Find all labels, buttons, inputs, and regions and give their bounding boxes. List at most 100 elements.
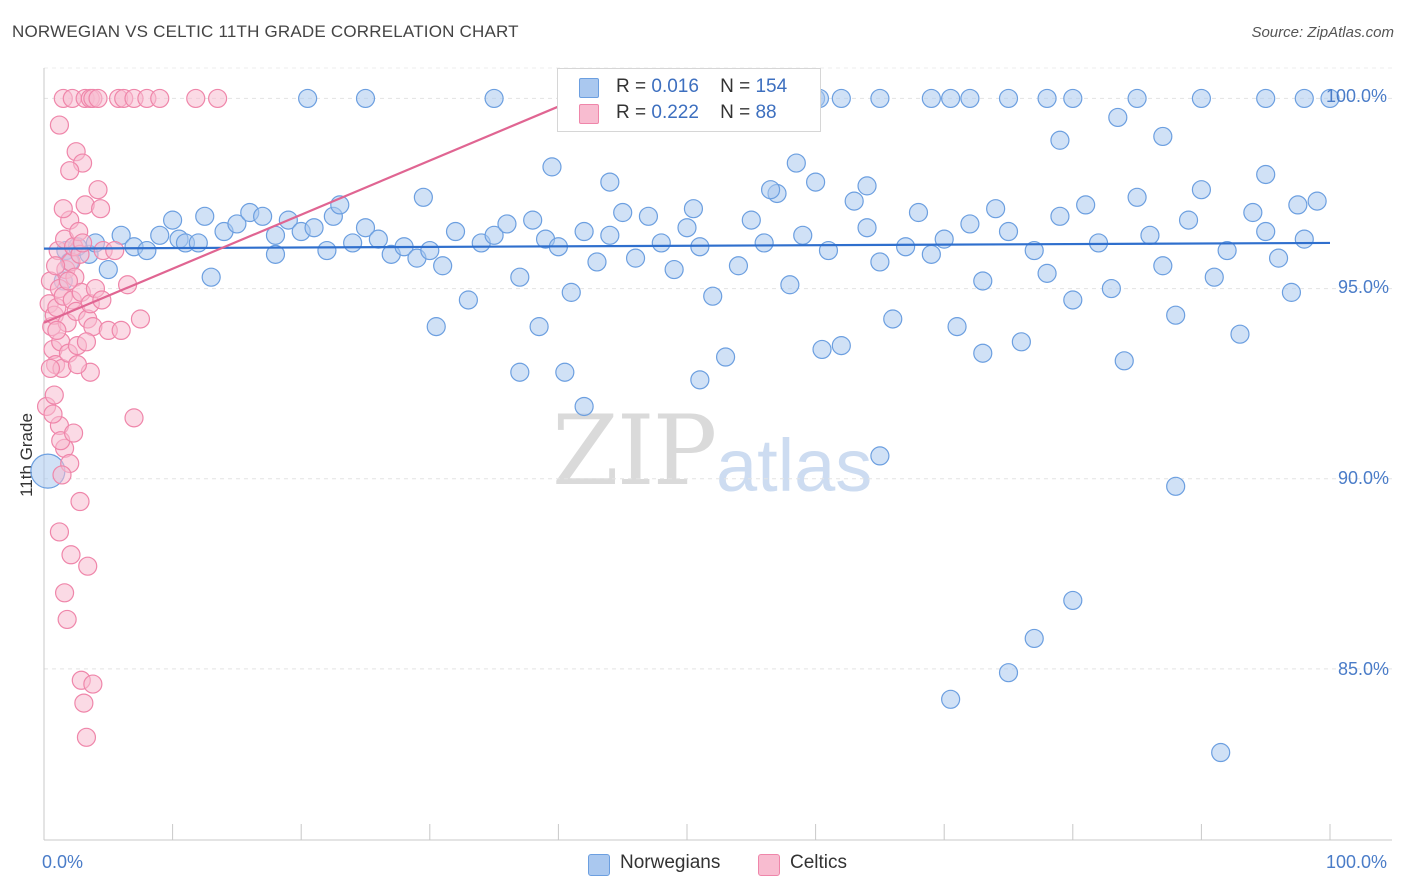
norwegians-point-15	[195, 206, 215, 226]
norwegians-point-68	[857, 218, 877, 238]
norwegians-point-133	[1050, 130, 1070, 150]
norwegians-point-71	[896, 237, 916, 257]
trend-layer	[43, 97, 1331, 324]
norwegians-point-150	[998, 663, 1019, 683]
norwegians-point-114	[941, 88, 961, 109]
celtics-point-72	[83, 674, 103, 694]
norwegians-point-70	[883, 309, 903, 329]
series-legend: Norwegians Celtics	[0, 852, 1406, 876]
norwegians-point-121	[1256, 88, 1276, 109]
norwegians-point-148	[1063, 590, 1083, 611]
celtics-point-68	[78, 556, 98, 576]
chart-title: NORWEGIAN VS CELTIC 11TH GRADE CORRELATI…	[12, 22, 519, 41]
norwegians-point-91	[1153, 256, 1173, 276]
norwegians-point-102	[1294, 229, 1314, 249]
norwegians-point-123	[1320, 88, 1340, 109]
celtics-point-78	[47, 320, 67, 341]
norwegians-point-66	[831, 336, 851, 356]
norwegians-point-90	[1140, 225, 1160, 245]
celtics-point-55	[49, 115, 70, 135]
norwegians-point-35	[433, 256, 453, 276]
norwegians-n-value: 154	[755, 76, 788, 97]
points-layer	[30, 88, 1340, 763]
y-tick-label-90: 90.0%	[1338, 468, 1390, 488]
norwegians-point-12	[163, 210, 183, 230]
norwegians-point-131	[786, 153, 806, 173]
celtics-point-82	[45, 256, 66, 276]
norwegians-point-82	[1037, 263, 1057, 283]
norwegians-point-112	[870, 88, 890, 109]
norwegians-point-69	[870, 252, 890, 272]
norwegians-point-72	[908, 202, 929, 223]
norwegians-n-label: N =	[720, 76, 751, 97]
norwegians-point-18	[227, 214, 247, 234]
celtics-point-38	[111, 320, 131, 341]
norwegians-point-130	[760, 180, 781, 200]
norwegians-point-125	[265, 244, 286, 264]
norwegians-point-58	[728, 256, 749, 276]
norwegians-point-118	[1063, 88, 1083, 109]
norwegians-point-120	[1191, 88, 1212, 109]
watermark-atlas: atlas	[716, 424, 873, 507]
norwegians-point-141	[555, 362, 575, 382]
celtics-point-81	[58, 271, 79, 291]
norwegians-point-28	[343, 233, 363, 253]
norwegians-point-49	[613, 202, 633, 223]
celtics-point-79	[76, 332, 97, 352]
norwegians-point-94	[1191, 180, 1212, 200]
norwegians-point-100	[1268, 248, 1289, 268]
norwegians-point-101	[1281, 282, 1302, 302]
y-tick-label-85: 85.0%	[1338, 659, 1390, 679]
norwegians-point-119	[1127, 88, 1147, 109]
norwegians-point-75	[947, 317, 967, 337]
norwegians-point-57	[715, 347, 736, 367]
norwegians-point-115	[960, 88, 980, 109]
norwegians-point-126	[413, 187, 433, 207]
celtics-trend-line	[43, 97, 579, 324]
norwegians-point-152	[1211, 742, 1231, 763]
celtics-point-84	[67, 355, 88, 375]
norwegians-point-146	[870, 446, 890, 466]
norwegians-point-50	[625, 248, 646, 268]
celtics-r-label: R =	[616, 102, 647, 123]
norwegians-point-151	[941, 689, 961, 709]
norwegians-point-37	[458, 290, 478, 310]
legend-label-celtics: Celtics	[790, 852, 848, 873]
celtics-point-85	[40, 358, 61, 379]
celtics-point-67	[61, 545, 81, 565]
celtics-point-40	[124, 408, 144, 428]
norwegians-point-73	[921, 244, 941, 264]
norwegians-swatch	[579, 78, 599, 98]
norwegians-point-81	[1024, 240, 1044, 261]
norwegians-point-60	[754, 233, 774, 253]
norwegians-point-63	[793, 225, 813, 245]
x-tick-label-min: 0.0%	[42, 852, 84, 872]
celtics-point-74	[76, 727, 97, 747]
norwegians-point-42	[523, 210, 543, 230]
norwegians-point-140	[510, 362, 530, 382]
norwegians-point-53	[664, 259, 684, 280]
norwegians-point-41	[510, 267, 530, 287]
norwegians-point-62	[780, 275, 800, 295]
norwegians-point-129	[683, 199, 704, 219]
norwegians-point-138	[426, 317, 446, 337]
legend-swatch-norwegians	[588, 854, 610, 876]
norwegians-point-97	[1230, 324, 1250, 344]
axis-layer	[43, 68, 1392, 841]
norwegians-point-98	[1243, 202, 1263, 223]
norwegians-point-67	[844, 191, 864, 211]
norwegians-point-89	[1127, 187, 1147, 207]
norwegians-point-92	[1166, 305, 1186, 325]
norwegians-point-80	[1011, 332, 1031, 352]
norwegians-point-64	[805, 172, 826, 192]
norwegians-point-10	[137, 240, 157, 261]
celtics-point-41	[130, 309, 151, 329]
norwegians-trend-line	[43, 241, 1331, 250]
norwegians-point-51	[638, 206, 659, 226]
norwegians-point-147	[1166, 476, 1186, 496]
norwegians-r-value: 0.016	[651, 76, 699, 97]
celtics-point-69	[54, 583, 75, 603]
norwegians-point-122	[1294, 88, 1314, 109]
celtics-point-64	[52, 465, 72, 485]
norwegians-point-116	[998, 88, 1019, 109]
